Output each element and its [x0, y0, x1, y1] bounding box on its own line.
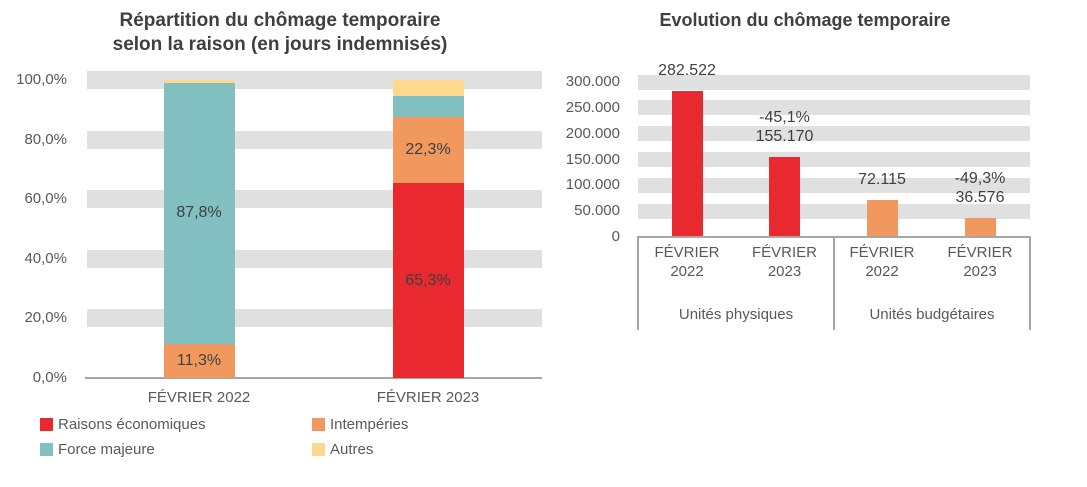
grid-band [638, 203, 1030, 219]
legend-label: Force majeure [58, 440, 155, 458]
category-label: FÉVRIER 2023 [751, 244, 817, 280]
y-tick-label: 300.000 [565, 73, 620, 90]
y-tick-label: 0 [611, 228, 620, 245]
data-label: 282.522 [658, 62, 716, 80]
category-label: FÉVRIER 2023 [947, 244, 1013, 280]
bar-segment [163, 80, 235, 83]
grid-band [638, 177, 1030, 193]
group-label: Unités budgétaires [869, 306, 995, 323]
bar-segment: 65,3% [392, 183, 464, 378]
y-tick-label: 60,0% [24, 190, 67, 208]
bar [866, 199, 898, 236]
legend-item: Autres [312, 440, 374, 458]
category-box-divider [1029, 236, 1031, 330]
legend-label: Autres [330, 440, 374, 458]
bar-segment [392, 80, 464, 96]
grid-band [638, 126, 1030, 142]
legend-item: Intempéries [312, 415, 409, 433]
grid-band [87, 130, 542, 149]
legend-label: Intempéries [330, 415, 409, 433]
category-box-divider [833, 236, 835, 330]
y-tick-label: 100.000 [565, 176, 620, 194]
y-tick-label: 150.000 [565, 150, 620, 168]
bar [769, 156, 800, 236]
legend-item: Raisons économiques [40, 415, 206, 433]
grid-band [638, 152, 1030, 167]
y-tick-label: 0,0% [32, 369, 67, 386]
legend-label: Raisons économiques [58, 415, 206, 433]
y-tick-label: 100,0% [16, 71, 67, 88]
category-label: FÉVRIER 2022 [147, 389, 251, 406]
grid-band [87, 71, 542, 89]
x-axis-line [85, 377, 542, 379]
legend-swatch [312, 417, 325, 431]
grid-band [87, 249, 542, 268]
bar [964, 218, 996, 236]
grid-band [87, 309, 542, 328]
data-label: -49,3% 36.576 [954, 170, 1006, 207]
legend-swatch [40, 417, 53, 431]
category-label: FÉVRIER 2022 [849, 244, 915, 280]
legend-swatch [312, 442, 325, 456]
legend-item: Force majeure [40, 440, 155, 458]
bar-segment: 11,3% [163, 344, 235, 378]
y-tick-label: 20,0% [24, 309, 67, 327]
category-label: FÉVRIER 2022 [654, 244, 720, 280]
bar-segment: 87,8% [163, 82, 235, 345]
y-tick-label: 250.000 [565, 98, 620, 116]
bar [671, 91, 703, 236]
data-label: -45,1% 155.170 [755, 108, 814, 145]
bar-segment: 22,3% [392, 116, 464, 184]
grid-band [638, 100, 1030, 116]
y-tick-label: 200.000 [565, 124, 620, 142]
evolution-chart-title: Evolution du chômage temporaire [659, 10, 951, 30]
group-label: Unités physiques [678, 306, 794, 323]
grid-band [87, 190, 542, 209]
y-tick-label: 40,0% [24, 249, 67, 267]
bar-segment [392, 95, 464, 117]
data-label: 72.115 [858, 170, 906, 188]
category-label: FÉVRIER 2023 [376, 389, 480, 406]
y-tick-label: 50.000 [574, 202, 620, 220]
y-tick-label: 80,0% [24, 130, 67, 148]
legend-swatch [40, 442, 53, 456]
category-box-divider [637, 236, 639, 330]
repartition-chart-title: Répartition du chômage temporaire selon … [112, 10, 448, 55]
grid-band [638, 74, 1030, 90]
